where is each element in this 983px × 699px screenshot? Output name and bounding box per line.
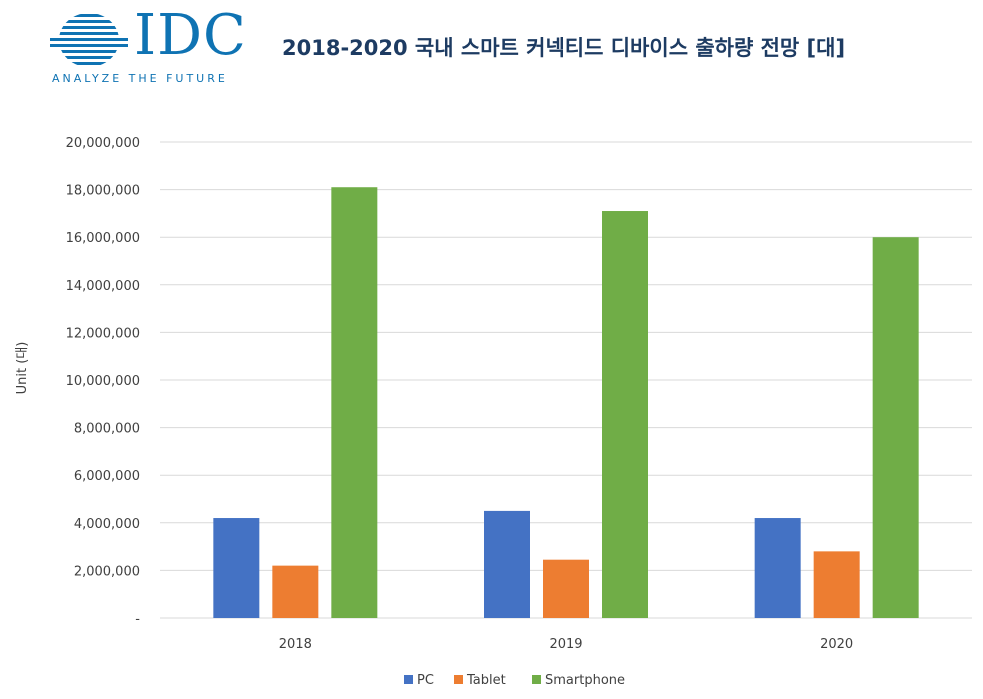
y-tick-label: - [135,612,140,627]
globe-icon [50,14,128,65]
legend: PC Tablet Smartphone [404,673,625,688]
bar-tablet-2020 [813,551,860,618]
legend-label-pc: PC [417,673,434,688]
chart-title: 2018-2020 국내 스마트 커넥티드 디바이스 출하량 전망 [대] [282,36,846,60]
legend-swatch-smartphone [532,675,541,684]
y-tick-label: 8,000,000 [74,422,140,437]
bar-tablet-2019 [543,559,589,618]
y-tick-label: 14,000,000 [66,279,140,294]
legend-label-tablet: Tablet [466,673,506,688]
y-tick-label: 12,000,000 [66,326,140,341]
bar-pc-2020 [754,518,801,618]
bar-tablet-2018 [272,565,319,618]
x-tick-label: 2020 [820,637,853,652]
x-tick-label: 2019 [549,637,582,652]
y-tick-label: 20,000,000 [66,136,140,151]
y-tick-label: 2,000,000 [74,564,140,579]
bar-chart: - 2,000,000 4,000,000 6,000,000 8,000,000 10,… [15,136,972,688]
bar-pc-2019 [484,510,530,618]
idc-logo: IDC ANALYZE THE FUTURE [50,4,260,90]
bar-smartphone-2019 [602,211,648,618]
legend-label-smartphone: Smartphone [545,673,625,688]
grid-lines [160,141,972,619]
y-tick-label: 4,000,000 [74,517,140,532]
x-tick-label: 2018 [279,637,312,652]
y-tick-label: 16,000,000 [66,231,140,246]
x-axis-ticks: 2018 2019 2020 [279,637,853,652]
y-axis-ticks: - 2,000,000 4,000,000 6,000,000 8,000,000 10,… [66,136,141,627]
legend-swatch-pc [404,675,413,684]
y-tick-label: 18,000,000 [66,184,140,199]
bars [213,187,919,618]
bar-smartphone-2018 [331,187,378,618]
logo-tagline: ANALYZE THE FUTURE [52,72,228,85]
bar-pc-2018 [213,518,260,618]
y-tick-label: 6,000,000 [74,469,140,484]
header: IDC ANALYZE THE FUTURE 2018-2020 국내 스마트 … [0,0,983,100]
y-tick-label: 10,000,000 [66,374,140,389]
logo-text: IDC [134,3,247,68]
y-axis-label: Unit (대) [15,342,30,395]
bar-smartphone-2020 [872,237,919,618]
legend-swatch-tablet [454,675,463,684]
